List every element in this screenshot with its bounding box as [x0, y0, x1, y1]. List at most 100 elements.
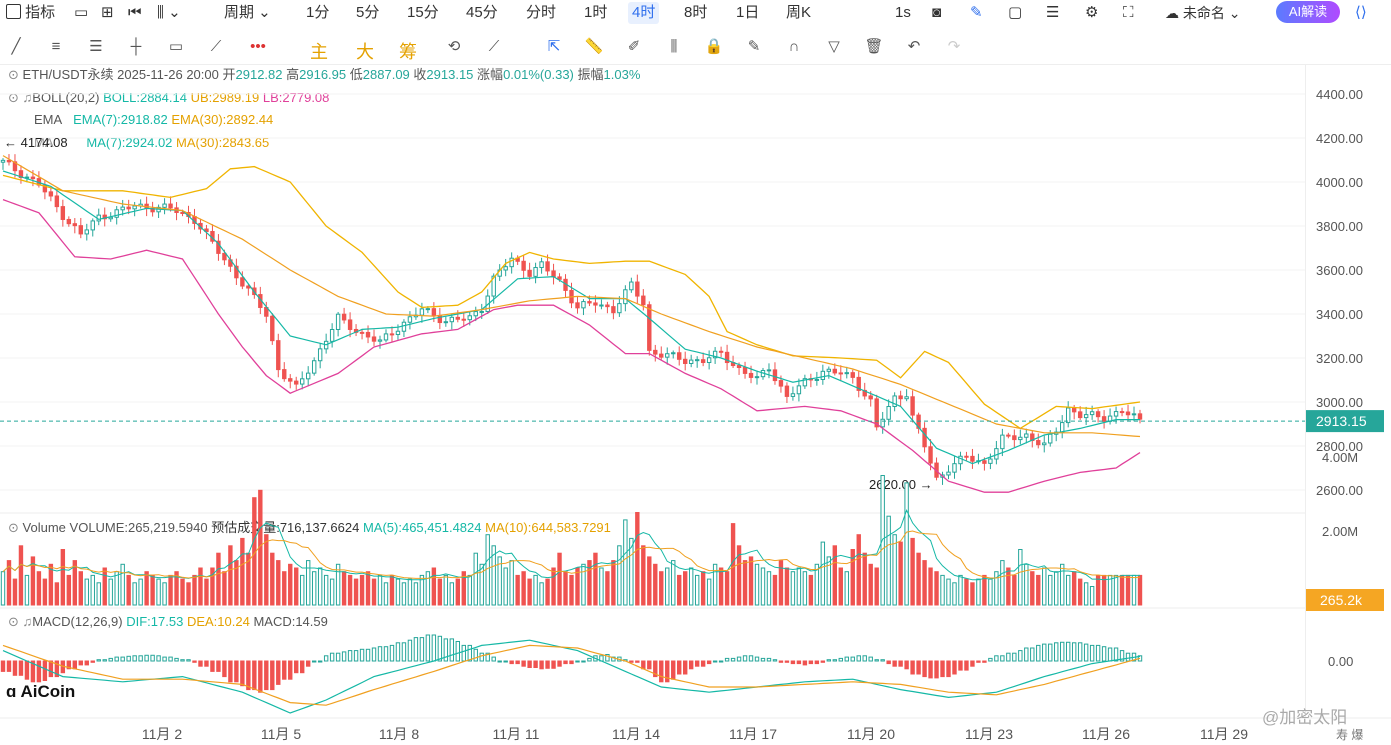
candle-body — [880, 418, 885, 428]
period-1m[interactable]: 1分 — [306, 4, 330, 21]
ai-read-button[interactable]: AI解读 — [1276, 1, 1340, 23]
volume-bar — [832, 545, 838, 606]
main-indicator-button[interactable]: 主 — [310, 42, 328, 62]
layout-icon[interactable]: ▭ — [74, 4, 89, 21]
comment-icon[interactable]: ▢ — [1008, 4, 1023, 21]
candle-body — [491, 275, 496, 297]
volume-bar — [48, 563, 54, 606]
tool-a-icon[interactable]: ⟲ — [447, 38, 461, 55]
macd-hist-bar — [401, 642, 407, 662]
magnet-icon[interactable]: ∩ — [788, 38, 800, 55]
collapse-icon[interactable]: ⊙ — [8, 614, 19, 629]
volume-bar — [1054, 571, 1059, 606]
collapse-icon[interactable]: ⊙ — [8, 520, 19, 535]
pen-icon[interactable]: ✎ — [970, 4, 983, 21]
collapse-icon[interactable]: ⊙ — [8, 90, 19, 105]
camera-icon[interactable]: ◙ — [932, 4, 942, 21]
period-45m[interactable]: 45分 — [466, 4, 498, 21]
indicator-button[interactable]: 指标 — [6, 2, 55, 24]
candle-body — [874, 398, 879, 428]
list-icon[interactable]: ☰ — [1046, 4, 1060, 21]
note-icon[interactable]: ✎ — [747, 38, 761, 55]
refresh-interval[interactable]: 1s — [895, 4, 911, 21]
macd-hist-bar — [569, 660, 574, 665]
period-1w[interactable]: 周K — [786, 4, 812, 21]
redo-icon[interactable]: ↷ — [947, 38, 961, 55]
ruler-icon[interactable]: 📏 — [584, 38, 604, 55]
macd-hist-bar — [234, 660, 239, 683]
period-15m[interactable]: 15分 — [407, 4, 439, 21]
brush-icon[interactable]: ✐ — [627, 38, 641, 55]
layout-name-dropdown[interactable]: ☁ 未命名 ⌄ — [1165, 5, 1241, 21]
line-tool-icon[interactable]: ╱ — [11, 38, 21, 55]
ma7-line — [2, 170, 1140, 465]
period-dropdown[interactable]: 周期 ⌄ — [224, 4, 271, 21]
share-icon[interactable]: ⟨⟩ — [1355, 4, 1367, 21]
candle-body — [796, 385, 802, 395]
candle-body — [132, 205, 137, 210]
price-tick-label: 3200.00 — [1316, 351, 1363, 366]
candle-body — [892, 395, 897, 408]
more-tools-icon[interactable]: ••• — [250, 38, 266, 55]
settings-icon[interactable]: ⚙ — [1085, 4, 1099, 21]
candle-body — [539, 261, 544, 269]
volume-bar — [850, 549, 855, 606]
macd-hist-bar — [1042, 643, 1047, 662]
bell-icon[interactable]: ♫ — [22, 614, 33, 629]
macd-hist-bar — [198, 660, 203, 667]
volume-bar — [311, 571, 317, 606]
candle-icon[interactable]: ⫼ — [670, 38, 678, 55]
big-indicator-button[interactable]: 大 — [356, 42, 374, 62]
grid-icon[interactable]: ⊞ — [101, 4, 114, 21]
period-1d[interactable]: 1日 — [736, 4, 760, 21]
fullscreen-icon[interactable]: ⛶ — [1123, 4, 1134, 21]
candle-body — [718, 350, 724, 353]
undo-icon[interactable]: ↶ — [907, 38, 921, 55]
candle-body — [1018, 436, 1023, 441]
period-8h[interactable]: 8时 — [684, 4, 708, 21]
measure-tool-icon[interactable]: ⟋ — [210, 38, 222, 55]
candle-body — [6, 159, 12, 163]
collapse-icon[interactable]: ⊙ — [8, 67, 19, 82]
bell-icon[interactable]: ♫ — [22, 90, 33, 105]
top-toolbar: 指标 ▭ ⊞ ⏮ ⫼ ⌄ 周期 ⌄ 1分 5分 15分 45分 分时 1时 4时… — [0, 0, 1391, 26]
watermark: @加密太阳 — [1262, 708, 1348, 727]
select-tool-icon[interactable]: ⇱ — [547, 38, 561, 55]
filter-icon[interactable]: ▽ — [828, 38, 840, 55]
chips-button[interactable]: 筹 — [399, 42, 417, 62]
period-4h[interactable]: 4时 — [628, 2, 660, 24]
macd-hist-bar — [1125, 652, 1131, 662]
volume-bar — [300, 574, 305, 606]
candle-body — [665, 353, 670, 358]
ray-tool-icon[interactable]: ┼ — [130, 38, 142, 55]
candle-body — [389, 333, 395, 336]
tool-b-icon[interactable]: ⟋ — [488, 38, 500, 55]
channel-tool-icon[interactable]: ☰ — [89, 38, 103, 55]
candle-type-icon[interactable]: ⫼ ⌄ — [157, 4, 181, 21]
volume-bar — [527, 578, 532, 606]
volume-bar — [1042, 567, 1047, 606]
macd-hist-bar — [1077, 642, 1083, 662]
candle-body — [856, 376, 861, 391]
macd-hist-bar — [437, 635, 443, 662]
trash-icon[interactable]: 🗑 — [864, 38, 884, 55]
volume-bar — [551, 567, 556, 606]
lock-icon[interactable]: 🔒 — [704, 38, 724, 55]
macd-hist-bar — [790, 660, 796, 665]
period-5m[interactable]: 5分 — [356, 4, 380, 21]
candle-body — [270, 315, 275, 342]
volume-bar — [593, 552, 598, 606]
candle-body — [922, 427, 927, 448]
rewind-icon[interactable]: ⏮ — [128, 4, 142, 21]
volume-bar — [234, 560, 239, 606]
volume-bar — [36, 571, 42, 606]
macd-hist-bar — [994, 655, 999, 662]
period-timeshare[interactable]: 分时 — [526, 4, 557, 21]
period-1h[interactable]: 1时 — [584, 4, 608, 21]
candle-body — [114, 209, 119, 218]
candle-body — [0, 159, 6, 163]
hline-tool-icon[interactable]: ≡ — [51, 38, 61, 55]
candle-body — [371, 336, 377, 342]
rect-tool-icon[interactable]: ▭ — [168, 38, 184, 55]
